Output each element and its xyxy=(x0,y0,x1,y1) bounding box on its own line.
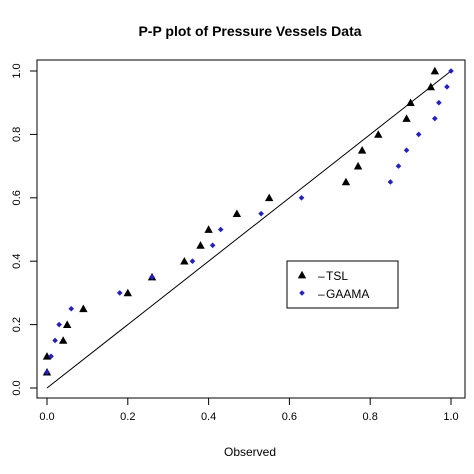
data-point-gaama xyxy=(52,337,58,344)
data-point-tsl xyxy=(232,209,242,218)
legend: – TSL– GAAMA xyxy=(286,260,399,309)
data-point-gaama xyxy=(444,84,450,90)
points-layer xyxy=(42,66,454,376)
data-point-tsl xyxy=(180,257,189,265)
data-point-gaama xyxy=(209,242,216,249)
data-point-gaama xyxy=(403,147,410,154)
data-point-gaama xyxy=(217,226,224,233)
y-tick-label: 0.2 xyxy=(11,317,23,332)
data-point-tsl xyxy=(353,161,363,170)
data-point-gaama xyxy=(387,179,394,185)
data-point-tsl xyxy=(357,146,367,154)
legend-dash: – xyxy=(318,269,325,283)
series-gaama xyxy=(44,68,454,375)
data-point-gaama xyxy=(258,210,264,217)
data-point-tsl xyxy=(79,304,88,313)
x-tick-label: 0.2 xyxy=(120,411,135,423)
legend-marker-tsl xyxy=(297,270,307,279)
data-point-tsl xyxy=(58,336,68,344)
data-point-gaama xyxy=(56,321,62,328)
data-point-gaama xyxy=(432,115,438,122)
series-tsl xyxy=(42,66,440,376)
legend-dash: – xyxy=(318,287,325,301)
reference-line xyxy=(46,70,452,389)
data-point-tsl xyxy=(374,130,383,138)
data-point-tsl xyxy=(265,193,274,202)
data-point-tsl xyxy=(42,352,52,360)
x-tick-label: 0.8 xyxy=(363,411,378,423)
data-point-tsl xyxy=(406,98,415,107)
y-axis: 0.0 0.2 0.4 0.6 0.8 1.0 xyxy=(11,63,37,396)
x-axis: 0.0 0.2 0.4 0.6 0.8 1.0 xyxy=(39,398,459,423)
chart-title: P-P plot of Pressure Vessels Data xyxy=(138,23,361,39)
data-point-tsl xyxy=(430,66,440,75)
data-point-tsl xyxy=(123,288,132,297)
data-point-gaama xyxy=(44,369,50,375)
data-point-gaama xyxy=(395,163,402,169)
data-point-tsl xyxy=(196,241,205,249)
y-tick-label: 0.8 xyxy=(11,127,23,142)
y-tick-label: 0.6 xyxy=(11,190,23,205)
data-point-tsl xyxy=(426,82,435,91)
data-point-gaama xyxy=(436,99,442,106)
data-point-gaama xyxy=(68,305,75,312)
legend-box xyxy=(286,260,399,309)
x-tick-label: 0.0 xyxy=(39,411,54,423)
plot-frame xyxy=(36,59,466,399)
x-axis-label: Observed xyxy=(224,445,276,459)
data-point-gaama xyxy=(189,258,196,264)
legend-marker-gaama xyxy=(299,290,305,296)
data-point-tsl xyxy=(341,177,351,186)
data-point-gaama xyxy=(116,290,123,296)
x-tick-label: 0.4 xyxy=(201,411,216,423)
x-tick-label: 1.0 xyxy=(443,411,458,423)
legend-items: – TSL– GAAMA xyxy=(297,269,369,301)
data-point-tsl xyxy=(402,114,411,122)
data-point-gaama xyxy=(415,131,422,138)
data-point-tsl xyxy=(63,320,72,328)
x-tick-label: 0.6 xyxy=(282,411,297,423)
legend-label-gaama: GAAMA xyxy=(326,287,369,301)
y-tick-label: 1.0 xyxy=(11,63,23,78)
data-point-tsl xyxy=(204,225,213,233)
reference-line-layer xyxy=(46,70,452,389)
data-point-gaama xyxy=(298,195,305,201)
legend-label-tsl: TSL xyxy=(326,269,348,283)
data-point-gaama xyxy=(149,274,155,280)
data-point-gaama xyxy=(48,353,54,360)
y-tick-label: 0.4 xyxy=(11,254,23,269)
data-point-gaama xyxy=(448,68,454,74)
y-tick-label: 0.0 xyxy=(11,380,23,395)
